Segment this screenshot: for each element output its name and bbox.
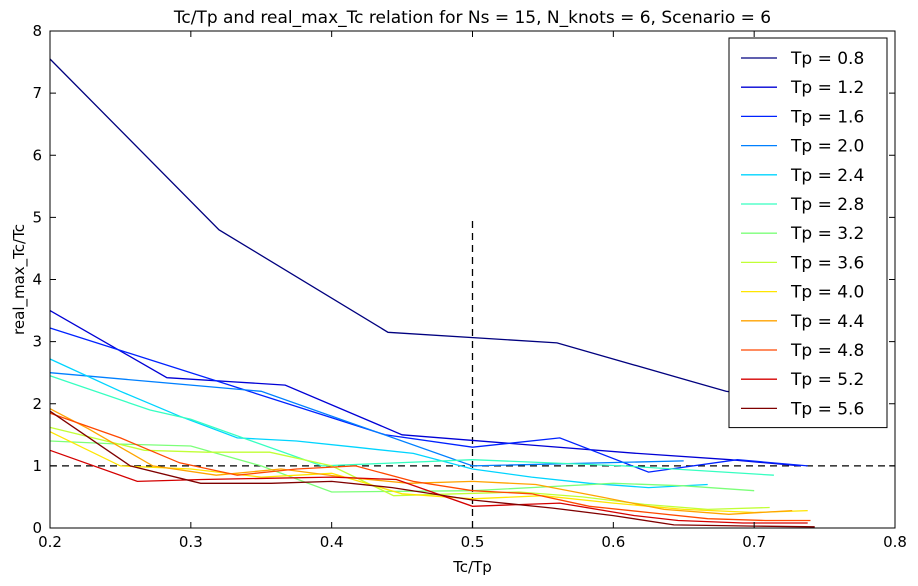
series-line-1 [49,310,801,467]
legend-label: Tp = 2.8 [790,195,864,215]
y-tick-label: 7 [32,84,42,102]
series-line-12 [49,410,815,528]
x-tick-label: 0.7 [742,533,766,551]
y-tick-label: 1 [32,457,42,475]
y-tick-label: 3 [32,333,42,351]
legend: Tp = 0.8 Tp = 1.2 Tp = 1.6 Tp = 2.0 Tp = 2.4… [728,37,888,429]
x-axis-ticks: 0.2 0.3 0.4 0.5 0.6 0.7 0.8 [38,31,907,551]
legend-label: Tp = 3.2 [790,224,864,244]
series-line-7 [49,426,770,511]
series-line-10 [49,412,811,522]
legend-label: Tp = 2.0 [790,137,864,157]
legend-label: Tp = 4.8 [790,341,864,361]
legend-label: Tp = 0.8 [790,49,864,69]
y-tick-label: 2 [32,395,42,413]
series-line-4 [49,358,708,489]
x-axis-label: Tc/Tp [452,558,492,576]
legend-label: Tp = 3.6 [790,253,864,273]
x-tick-label: 0.2 [38,533,62,551]
x-tick-label: 0.6 [601,533,625,551]
x-tick-label: 0.5 [461,533,485,551]
legend-label: Tp = 4.4 [790,312,864,332]
series-line-8 [49,431,808,514]
series-line-6 [49,440,755,493]
legend-label: Tp = 2.4 [790,166,864,186]
y-axis-label: real_max_Tc/Tc [10,224,29,335]
legend-label: Tp = 1.2 [790,78,864,98]
y-axis-ticks: 0 1 2 3 4 5 6 7 8 [32,22,895,537]
y-tick-label: 6 [32,146,42,164]
x-tick-label: 0.4 [320,533,344,551]
legend-label: Tp = 1.6 [790,107,864,127]
y-tick-label: 4 [32,271,42,289]
y-tick-label: 8 [32,22,42,40]
legend-label: Tp = 4.0 [790,283,864,303]
series-line-0 [49,58,811,405]
series-group [49,58,815,528]
legend-label: Tp = 5.6 [790,399,864,419]
legend-label: Tp = 5.2 [790,370,864,390]
series-line-11 [49,449,808,524]
series-line-2 [49,327,808,473]
y-tick-label: 0 [32,519,42,537]
chart-title: Tc/Tp and real_max_Tc relation for Ns = … [173,8,771,28]
y-tick-label: 5 [32,208,42,226]
x-tick-label: 0.3 [179,533,203,551]
x-tick-label: 0.8 [883,533,907,551]
series-line-5 [49,375,774,476]
